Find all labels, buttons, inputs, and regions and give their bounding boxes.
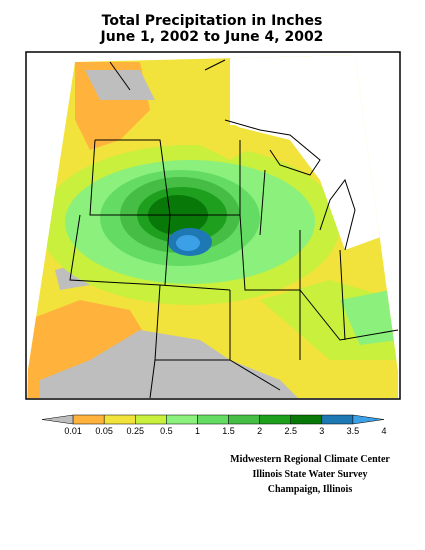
legend-swatch	[103, 414, 136, 425]
legend-label: 1.5	[222, 426, 235, 436]
legend-label: 3.5	[347, 426, 360, 436]
legend-label: 0.01	[64, 426, 82, 436]
credit-line: Illinois State Water Survey	[253, 469, 368, 480]
legend-swatch	[41, 414, 74, 425]
legend-swatch	[352, 414, 385, 425]
title-line: June 1, 2002 to June 4, 2002	[100, 29, 324, 45]
map-frame	[25, 51, 401, 400]
legend-label: 3	[319, 426, 324, 436]
legend-label: 0.25	[127, 426, 145, 436]
legend-swatch	[321, 414, 354, 425]
legend-label: 4	[381, 426, 386, 436]
legend-label: 1	[195, 426, 200, 436]
legend-label: 0.5	[160, 426, 173, 436]
legend-label: 0.05	[95, 426, 113, 436]
credit-line: Champaign, Illinois	[268, 484, 353, 495]
credit-line: Midwestern Regional Climate Center	[230, 454, 390, 465]
legend-swatch	[228, 414, 260, 425]
legend-swatch	[259, 414, 291, 425]
precip-field	[27, 55, 398, 398]
legend-label: 2.5	[284, 426, 297, 436]
legend-label: 2	[257, 426, 262, 436]
title-line: Total Precipitation in Inches	[102, 13, 323, 29]
legend-swatch	[290, 414, 323, 425]
legend-swatch	[135, 414, 167, 425]
legend-swatch	[197, 414, 229, 425]
legend-swatch	[72, 414, 105, 425]
legend: 0.01 0.05 0.25 0.5 1 1.5 2 2.5 3 3.5 4	[41, 414, 387, 436]
borders	[69, 59, 399, 399]
legend-swatch	[166, 414, 198, 425]
